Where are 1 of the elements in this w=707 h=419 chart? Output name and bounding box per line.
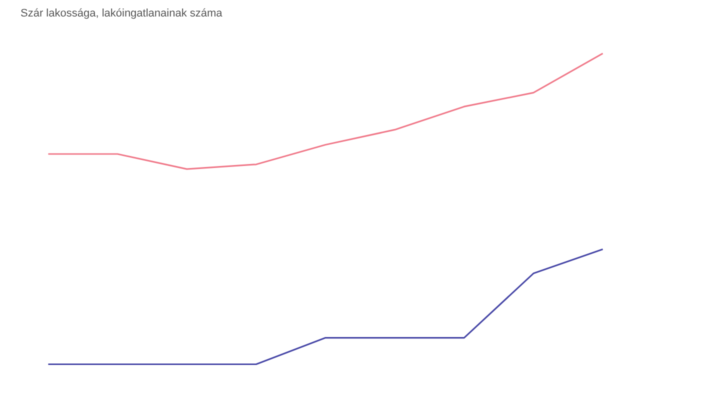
chart-title: Szár lakossága, lakóingatlanainak száma: [20, 8, 224, 20]
